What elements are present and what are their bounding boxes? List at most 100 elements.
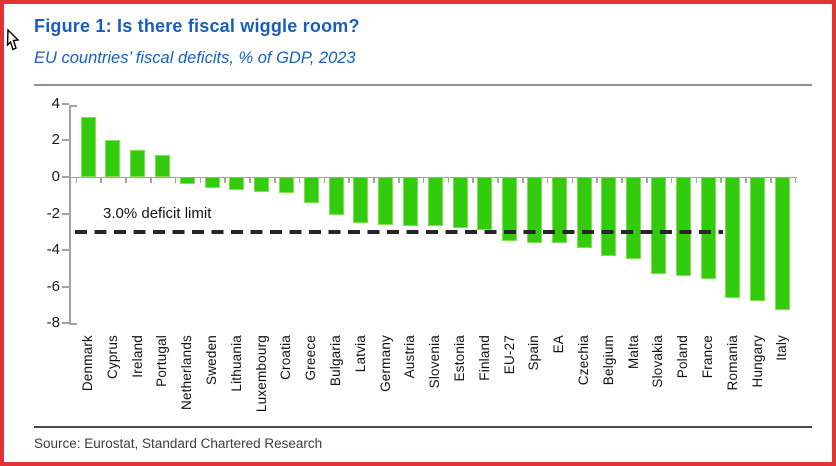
- bar-germany: [378, 177, 394, 225]
- bar-cyprus: [105, 140, 121, 177]
- x-axis-tick-mark: [298, 178, 301, 183]
- x-axis-tick-mark: [249, 178, 251, 183]
- x-axis-label-slovenia: Slovenia: [427, 335, 443, 389]
- bar-latvia: [353, 177, 369, 223]
- y-axis-tick-label: 4: [51, 94, 60, 112]
- x-axis-tick-mark: [720, 178, 722, 183]
- bar-ea: [551, 177, 567, 243]
- x-axis-label-eu-27: EU-27: [501, 335, 517, 375]
- bar-finland: [477, 177, 493, 230]
- y-axis-tick-mark: [62, 176, 69, 178]
- x-axis-tick-mark: [794, 178, 797, 183]
- y-axis-top-cap: [69, 105, 77, 107]
- bar-czechia: [576, 177, 592, 249]
- bar-greece: [303, 177, 319, 203]
- bar-netherlands: [179, 177, 195, 185]
- y-axis-tick-mark: [62, 322, 69, 325]
- x-axis-label-finland: Finland: [476, 335, 492, 381]
- figure-subtitle: EU countries’ fiscal deficits, % of GDP,…: [34, 49, 356, 67]
- bar-france: [700, 177, 716, 280]
- y-axis-bottom-cap: [69, 323, 77, 325]
- x-axis-tick-mark: [571, 178, 574, 183]
- x-axis-label-ireland: Ireland: [129, 335, 145, 378]
- y-axis-tick-mark: [62, 249, 69, 252]
- bar-sweden: [204, 177, 220, 188]
- y-axis-tick-label: -2: [46, 204, 60, 222]
- y-axis-tick-mark: [62, 139, 69, 142]
- x-axis-label-poland: Poland: [675, 335, 691, 379]
- bar-poland: [675, 177, 691, 276]
- bar-slovenia: [427, 177, 443, 227]
- x-axis-label-croatia: Croatia: [278, 335, 294, 380]
- x-axis-label-estonia: Estonia: [452, 335, 467, 382]
- x-axis-label-slovakia: Slovakia: [650, 335, 666, 388]
- x-axis-tick-mark: [224, 178, 226, 183]
- x-axis-label-lithuania: Lithuania: [228, 335, 244, 392]
- y-axis-tick-label: -6: [46, 277, 60, 295]
- x-axis-tick-mark: [770, 178, 772, 183]
- bar-italy: [774, 177, 790, 311]
- x-axis-tick-mark: [596, 178, 598, 183]
- y-axis-tick-mark: [62, 102, 69, 105]
- bar-austria: [402, 177, 418, 227]
- y-axis-tick-label: 0: [51, 168, 60, 185]
- x-axis-label-luxembourg: Luxembourg: [253, 335, 269, 413]
- mouse-cursor-icon: [6, 28, 20, 51]
- x-axis-label-germany: Germany: [377, 335, 393, 392]
- x-axis-label-bulgaria: Bulgaria: [328, 335, 343, 387]
- x-axis-tick-mark: [373, 178, 375, 183]
- bar-denmark: [80, 116, 96, 177]
- deficit-limit-line: [75, 229, 723, 235]
- x-axis-label-belgium: Belgium: [600, 335, 616, 386]
- x-axis-tick-mark: [472, 178, 474, 183]
- footer-divider: [34, 426, 812, 428]
- y-axis-tick-mark: [62, 212, 69, 215]
- x-axis-tick-mark: [75, 178, 78, 183]
- bar-chart: 4 2 0 -2 -4 -6 -8 Denmark Cyprus Ireland Portugal N…: [4, 4, 832, 462]
- x-axis-tick-mark: [199, 178, 202, 183]
- bar-croatia: [278, 177, 294, 194]
- x-axis-label-greece: Greece: [303, 335, 319, 381]
- x-axis-tick-mark: [398, 178, 400, 183]
- x-axis-tick-mark: [274, 178, 276, 183]
- x-axis-tick-mark: [125, 178, 127, 183]
- x-axis-tick-mark: [447, 178, 450, 183]
- bar-romania: [725, 177, 741, 298]
- bar-bulgaria: [328, 177, 344, 216]
- x-axis-label-latvia: Latvia: [352, 335, 368, 373]
- x-axis-tick-mark: [323, 178, 326, 183]
- figure-title: Figure 1: Is there fiscal wiggle room?: [34, 16, 360, 36]
- x-axis-tick-mark: [670, 178, 673, 183]
- bar-portugal: [154, 155, 170, 177]
- x-axis-label-spain: Spain: [526, 335, 542, 371]
- bar-lithuania: [229, 177, 245, 190]
- x-axis-label-malta: Malta: [625, 335, 641, 370]
- bar-spain: [526, 177, 542, 243]
- x-axis-tick-mark: [695, 178, 698, 183]
- x-axis-tick-mark: [522, 178, 524, 183]
- x-axis-tick-mark: [348, 178, 350, 183]
- x-axis-label-cyprus: Cyprus: [104, 335, 120, 379]
- x-axis-tick-mark: [546, 178, 549, 183]
- x-axis-label-sweden: Sweden: [204, 335, 219, 385]
- x-axis-tick-mark: [150, 178, 152, 183]
- deficit-limit-label: 3.0% deficit limit: [103, 204, 212, 222]
- x-axis-label-italy: Italy: [774, 335, 790, 361]
- y-axis-tick-label: -4: [46, 241, 60, 259]
- bar-eu-27: [502, 177, 518, 241]
- x-axis-tick-mark: [174, 178, 177, 183]
- x-axis-tick-mark: [745, 178, 747, 183]
- header-divider: [34, 84, 812, 86]
- x-axis-label-czechia: Czechia: [576, 335, 591, 386]
- y-axis-tick-mark: [62, 285, 69, 288]
- x-axis-label-netherlands: Netherlands: [179, 335, 195, 410]
- x-axis-tick-mark: [621, 178, 623, 183]
- zero-axis-line: [69, 176, 797, 178]
- source-note: Source: Eurostat, Standard Chartered Res…: [34, 436, 323, 451]
- y-axis-line: [69, 105, 71, 324]
- bar-estonia: [452, 177, 468, 229]
- bar-belgium: [601, 177, 617, 256]
- x-axis-tick-mark: [497, 178, 499, 183]
- bar-luxembourg: [254, 177, 270, 192]
